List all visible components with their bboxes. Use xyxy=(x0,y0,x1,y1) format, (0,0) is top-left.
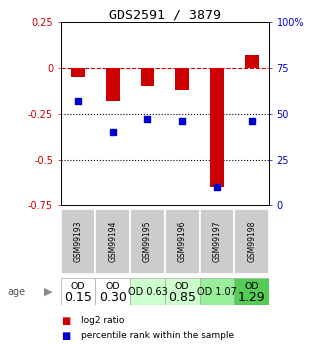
Point xyxy=(110,129,115,135)
FancyBboxPatch shape xyxy=(95,209,130,274)
Text: GSM99193: GSM99193 xyxy=(73,221,82,262)
FancyBboxPatch shape xyxy=(234,209,269,274)
Point xyxy=(180,118,185,124)
Point xyxy=(145,117,150,122)
Point xyxy=(76,98,81,104)
FancyBboxPatch shape xyxy=(200,278,234,305)
Text: 0.15: 0.15 xyxy=(64,291,92,304)
Text: GSM99196: GSM99196 xyxy=(178,221,187,262)
Text: GSM99198: GSM99198 xyxy=(247,221,256,262)
Bar xyxy=(210,68,224,187)
FancyBboxPatch shape xyxy=(165,278,200,305)
Text: 0.30: 0.30 xyxy=(99,291,127,304)
Text: OD 1.07: OD 1.07 xyxy=(197,287,237,296)
Point xyxy=(249,118,254,124)
Text: ■: ■ xyxy=(61,331,70,341)
Text: 1.29: 1.29 xyxy=(238,291,266,304)
Text: age: age xyxy=(8,287,26,296)
Bar xyxy=(245,55,258,68)
FancyBboxPatch shape xyxy=(130,209,165,274)
FancyBboxPatch shape xyxy=(61,209,95,274)
FancyBboxPatch shape xyxy=(95,278,130,305)
Text: percentile rank within the sample: percentile rank within the sample xyxy=(81,331,234,340)
Text: ■: ■ xyxy=(61,316,70,326)
Text: OD: OD xyxy=(244,282,259,291)
Text: OD: OD xyxy=(105,282,120,291)
Bar xyxy=(175,68,189,90)
Bar xyxy=(106,68,120,101)
Text: GSM99194: GSM99194 xyxy=(108,221,117,262)
FancyBboxPatch shape xyxy=(61,278,95,305)
Bar xyxy=(71,68,85,77)
Text: GSM99195: GSM99195 xyxy=(143,221,152,262)
Text: 0.85: 0.85 xyxy=(168,291,196,304)
Text: log2 ratio: log2 ratio xyxy=(81,316,124,325)
FancyBboxPatch shape xyxy=(165,209,200,274)
Text: GSM99197: GSM99197 xyxy=(212,221,221,262)
Point xyxy=(214,184,219,190)
FancyBboxPatch shape xyxy=(130,278,165,305)
Text: ▶: ▶ xyxy=(44,287,52,296)
Text: OD: OD xyxy=(71,282,85,291)
Text: OD: OD xyxy=(175,282,189,291)
Title: GDS2591 / 3879: GDS2591 / 3879 xyxy=(109,8,221,21)
Text: OD 0.63: OD 0.63 xyxy=(128,287,167,296)
FancyBboxPatch shape xyxy=(200,209,234,274)
Bar xyxy=(141,68,154,86)
FancyBboxPatch shape xyxy=(234,278,269,305)
